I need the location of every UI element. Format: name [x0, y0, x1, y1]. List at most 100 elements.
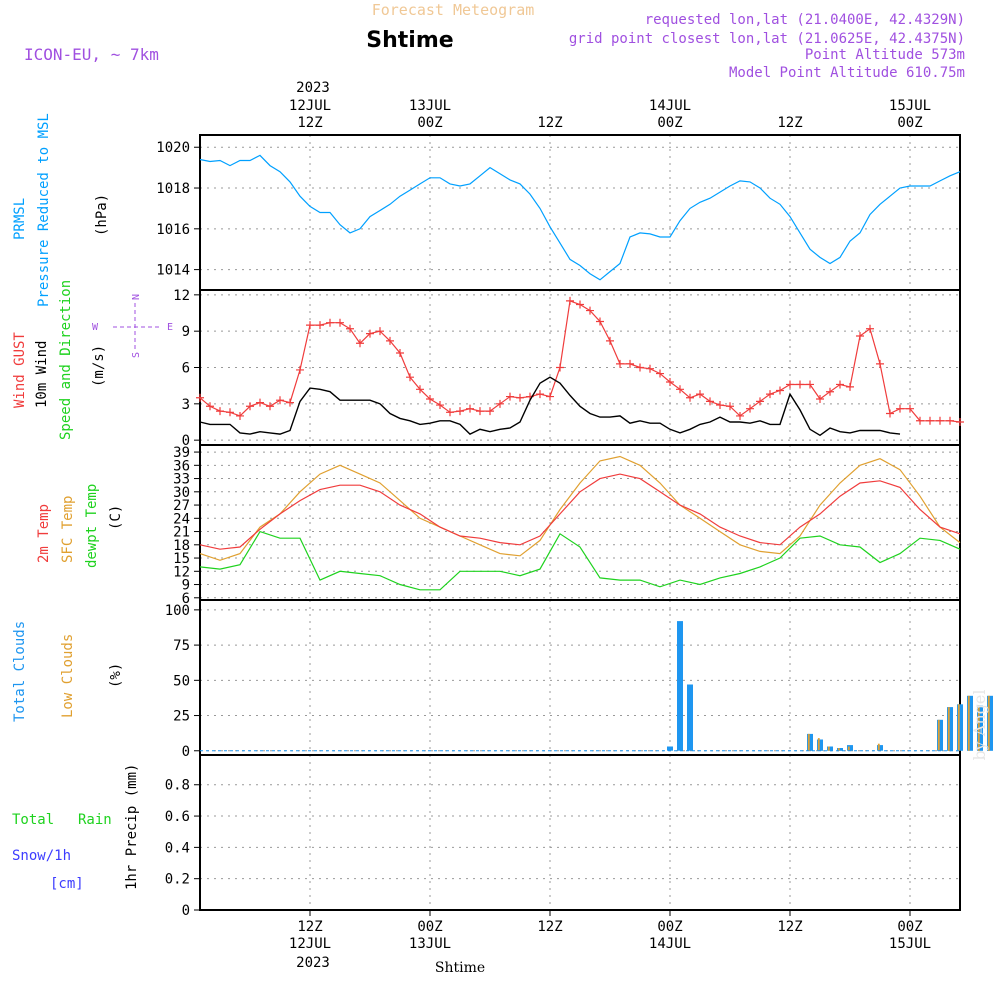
total-cloud-bar: [677, 621, 683, 751]
header-station: Shtime: [366, 28, 453, 53]
gust-marker: [256, 398, 264, 407]
gust-marker: [556, 363, 564, 372]
gust-marker: [336, 318, 344, 327]
bottom-date-label: 15JUL: [889, 936, 931, 952]
gust-marker: [386, 336, 394, 345]
total-cloud-bar: [807, 733, 813, 751]
total-cloud-bar: [957, 704, 963, 751]
total-cloud-bar: [877, 745, 883, 751]
bottom-date-label: 12JUL: [289, 936, 331, 952]
gust-marker: [606, 336, 614, 345]
precip-ytick-label: 0.6: [165, 809, 190, 825]
gust-marker: [926, 416, 934, 425]
gust-marker: [196, 393, 204, 402]
header-product: Forecast Meteogram: [372, 1, 535, 19]
gust-marker: [486, 407, 494, 416]
wind-ytick-label: 3: [182, 397, 190, 413]
cloud-ytick-label: 75: [173, 638, 190, 654]
gust-marker: [566, 296, 574, 305]
gust-marker: [356, 339, 364, 348]
precip-snow-label: Snow/1h: [12, 848, 71, 864]
cloud-ytick-label: 25: [173, 709, 190, 725]
gust-marker: [296, 365, 304, 374]
cloud-labels: Total Clouds Low Clouds (%): [12, 621, 124, 722]
gust-marker: [316, 321, 324, 330]
top-date-label: 14JUL: [649, 98, 691, 114]
wind-unit: (m/s): [91, 345, 107, 387]
gust-marker: [586, 306, 594, 315]
header-model: ICON-EU, ~ 7km: [24, 45, 159, 64]
top-hour-label: 00Z: [897, 115, 922, 131]
gust-marker: [906, 404, 914, 413]
low-cloud-bar: [947, 707, 950, 751]
compass-w: W: [92, 322, 99, 333]
gust-marker: [936, 416, 944, 425]
gust-marker: [446, 408, 454, 417]
top-date-label: 12JUL: [289, 98, 331, 114]
temp-labels: 2m Temp SFC Temp dewpt Temp (C): [36, 484, 124, 568]
gust-marker: [696, 390, 704, 399]
gust-marker: [266, 402, 274, 411]
temp-ytick-label: 12: [173, 564, 190, 580]
gust-marker: [406, 373, 414, 382]
low-clouds-label: Low Clouds: [60, 634, 76, 718]
bottom-hour-label: 12Z: [537, 919, 562, 935]
temp-ytick-label: 15: [173, 551, 190, 567]
compass-icon: N S W E: [92, 294, 173, 358]
gust-marker: [226, 408, 234, 417]
gust-marker: [516, 393, 524, 402]
total-cloud-bar: [947, 707, 953, 751]
gust-marker: [826, 387, 834, 396]
gust-marker: [916, 416, 924, 425]
gust-marker: [876, 359, 884, 368]
gust-marker: [426, 394, 434, 403]
gust-marker: [706, 397, 714, 406]
low-cloud-bar: [877, 743, 880, 751]
gust-marker: [736, 411, 744, 420]
t2m-line: [199, 473, 961, 550]
gust-marker: [536, 390, 544, 399]
gust-marker: [806, 380, 814, 389]
top-hour-label: 00Z: [657, 115, 682, 131]
gust-marker: [856, 332, 864, 341]
low-cloud-bar: [937, 719, 940, 751]
pressure-label-1: PRMSL: [12, 198, 28, 240]
gust-marker: [646, 364, 654, 373]
gust-marker: [796, 380, 804, 389]
gust-marker: [456, 407, 464, 416]
bottom-hour-label: 12Z: [297, 919, 322, 935]
gust-marker: [436, 401, 444, 410]
gust-marker: [956, 417, 964, 426]
wind-line: [199, 376, 901, 437]
top-date-label: 15JUL: [889, 98, 931, 114]
temp-ytick-label: 24: [173, 511, 190, 527]
gust-marker: [756, 397, 764, 406]
gust-marker: [546, 392, 554, 401]
top-year: 2023: [296, 80, 330, 96]
pressure-labels: PRMSL Pressure Reduced to MSL (hPa): [12, 113, 110, 307]
pressure-ytick-label: 1018: [156, 181, 190, 197]
gust-marker: [636, 363, 644, 372]
compass-n: N: [131, 294, 142, 300]
cloud-panel: 0 25 50 75 100: [165, 599, 961, 760]
wind-ytick-label: 6: [182, 361, 190, 377]
gust-marker: [216, 407, 224, 416]
cloud-ytick-label: 100: [165, 603, 190, 619]
gust-marker: [836, 380, 844, 389]
temp-ytick-label: 21: [173, 525, 190, 541]
total-cloud-bar: [827, 746, 833, 751]
low-cloud-bar: [817, 738, 820, 751]
bottom-date-label: 13JUL: [409, 936, 451, 952]
gust-marker: [886, 409, 894, 418]
low-cloud-bar: [807, 733, 810, 751]
cloud-unit: (%): [108, 663, 124, 688]
gust-marker: [576, 300, 584, 309]
gust-marker: [846, 382, 854, 391]
total-cloud-bar: [967, 695, 973, 751]
precip-rain-label: Rain: [78, 812, 112, 828]
pressure-label-2: Pressure Reduced to MSL: [36, 113, 52, 307]
wind-labels: Wind GUST 10m Wind Speed and Direction (…: [12, 280, 173, 440]
